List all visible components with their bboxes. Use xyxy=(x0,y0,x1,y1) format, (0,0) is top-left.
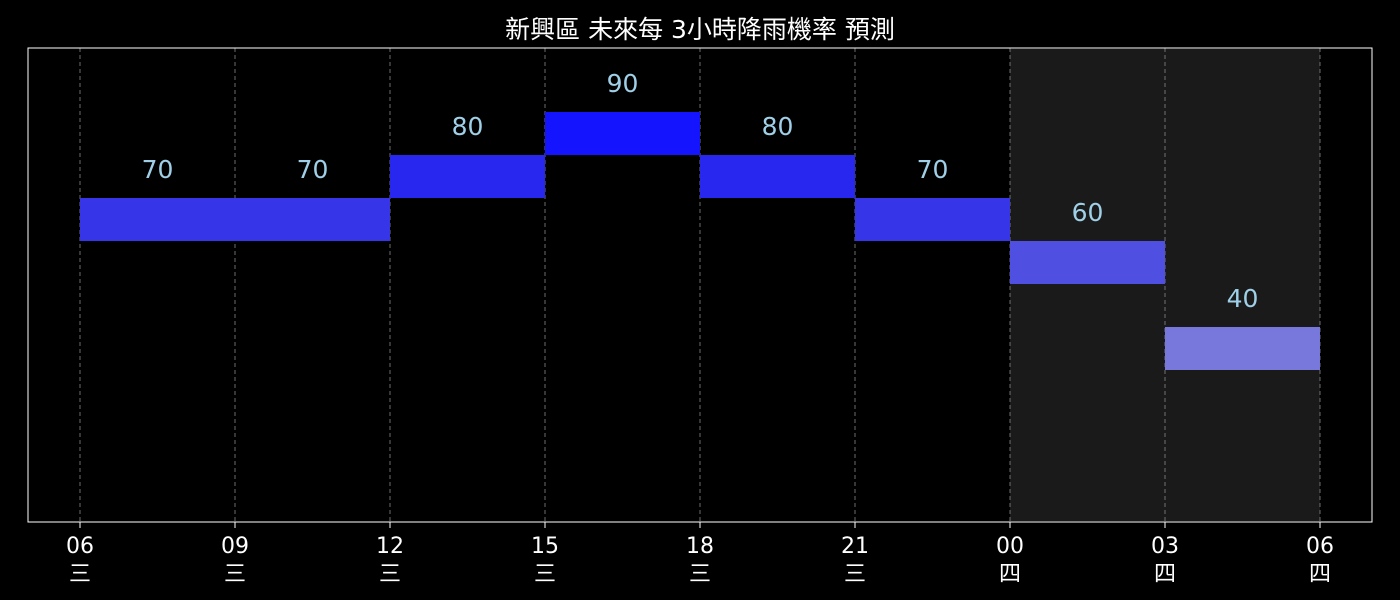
bar-21-00 三 xyxy=(855,198,1010,241)
bars-layer xyxy=(80,112,1320,370)
tick-label-day: 三 xyxy=(844,562,866,587)
bar-18-21 三 xyxy=(700,155,855,198)
tick-label-time: 03 xyxy=(1151,534,1179,559)
tick-label-day: 三 xyxy=(689,562,711,587)
tick-label-time: 09 xyxy=(221,534,249,559)
bar-15-18 三 xyxy=(545,112,700,155)
bar-12-15 三 xyxy=(390,155,545,198)
chart-title: 新興區 未來每 3小時降雨機率 預測 xyxy=(505,15,895,44)
tick-label-time: 00 xyxy=(996,534,1024,559)
tick-label-day: 四 xyxy=(1154,562,1176,587)
tick-label-day: 三 xyxy=(224,562,246,587)
tick-label-day: 四 xyxy=(1309,562,1331,587)
x-axis-ticks: 06 三 09 三 12 三 15 三 18 三 21 三 00 四 03 四 06 四 xyxy=(66,522,1334,587)
tick-label-time: 21 xyxy=(841,534,869,559)
value-label: 60 xyxy=(1072,198,1104,227)
value-label: 70 xyxy=(142,155,174,184)
bar-09-12 三 xyxy=(235,198,390,241)
value-label: 70 xyxy=(297,155,329,184)
tick-label-day: 三 xyxy=(69,562,91,587)
tick-label-time: 18 xyxy=(686,534,714,559)
tick-label-time: 06 xyxy=(66,534,94,559)
tick-label-time: 15 xyxy=(531,534,559,559)
tick-label-time: 12 xyxy=(376,534,404,559)
tick-label-day: 四 xyxy=(999,562,1021,587)
tick-label-day: 三 xyxy=(534,562,556,587)
value-label: 40 xyxy=(1227,284,1259,313)
tick-label-day: 三 xyxy=(379,562,401,587)
value-label: 70 xyxy=(917,155,949,184)
value-labels-layer: 70 70 80 90 80 70 60 40 xyxy=(142,69,1259,313)
tick-label-time: 06 xyxy=(1306,534,1334,559)
bar-03-06 四 xyxy=(1165,327,1320,370)
bar-00-03 四 xyxy=(1010,241,1165,284)
value-label: 80 xyxy=(762,112,794,141)
bar-06-09 三 xyxy=(80,198,235,241)
value-label: 90 xyxy=(607,69,639,98)
value-label: 80 xyxy=(452,112,484,141)
